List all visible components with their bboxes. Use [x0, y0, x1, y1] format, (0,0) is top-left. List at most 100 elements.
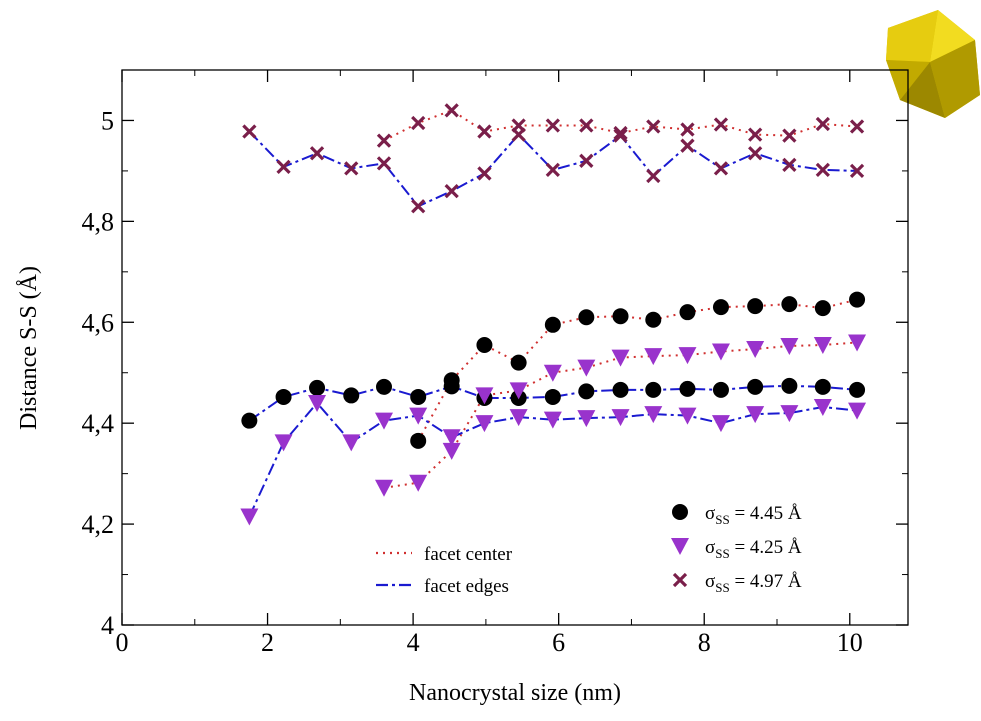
y-tick-label: 4 [101, 611, 114, 640]
marker [410, 388, 427, 405]
marker [309, 146, 325, 161]
marker [671, 538, 689, 555]
marker [848, 334, 867, 352]
marker [711, 415, 730, 433]
marker [849, 119, 865, 134]
marker [375, 479, 393, 497]
marker [678, 347, 697, 365]
marker [579, 153, 594, 168]
marker [611, 409, 630, 427]
marker [782, 157, 797, 172]
marker [579, 118, 594, 133]
x-tick-label: 2 [261, 628, 274, 657]
legend-symbol: σ [705, 503, 715, 524]
marker [680, 122, 695, 137]
marker [543, 364, 562, 382]
marker [679, 380, 696, 397]
marker [712, 381, 729, 398]
marker [443, 378, 460, 395]
x-tick-label: 10 [837, 628, 863, 657]
marker [613, 128, 628, 143]
marker [611, 349, 630, 367]
marker [240, 508, 259, 526]
icosahedron [886, 10, 980, 118]
marker [672, 572, 688, 588]
marker [375, 412, 393, 430]
marker [411, 115, 426, 131]
marker [342, 434, 361, 452]
marker [815, 116, 830, 132]
marker [577, 410, 596, 428]
marker [545, 118, 560, 133]
marker [308, 395, 327, 412]
marker [276, 159, 291, 175]
marker [613, 125, 628, 141]
marker [680, 138, 695, 153]
marker [645, 381, 662, 398]
marker [242, 124, 257, 139]
marker [746, 406, 765, 424]
legend-subscript: SS [715, 512, 729, 527]
marker [343, 387, 360, 404]
marker [275, 388, 292, 405]
marker [646, 119, 661, 134]
marker [780, 405, 799, 423]
plot-frame [121, 69, 909, 626]
marker [509, 409, 528, 427]
y-tick-label: 4,2 [82, 510, 115, 539]
legend-label: facet edges [424, 576, 509, 597]
marker [475, 415, 494, 433]
x-tick-label: 0 [116, 628, 129, 657]
marker [711, 343, 730, 361]
marker [543, 411, 562, 429]
marker [444, 183, 459, 199]
marker [748, 146, 763, 161]
y-tick-label: 5 [101, 106, 114, 135]
marker [577, 359, 596, 377]
marker [475, 387, 494, 405]
marker [747, 378, 764, 395]
marker [376, 378, 392, 395]
marker [646, 168, 661, 184]
marker [748, 127, 763, 142]
legend-text: = 4.25 Å [730, 537, 802, 558]
marker [409, 474, 428, 492]
y-tick-label: 4,4 [82, 409, 115, 438]
marker [477, 166, 492, 181]
legend-symbol: σ [705, 571, 715, 592]
marker [409, 407, 428, 425]
marker [713, 117, 729, 132]
marker [678, 407, 697, 425]
marker [510, 354, 527, 371]
legend-label: facet center [424, 544, 513, 565]
marker [612, 308, 629, 325]
x-axis-label: Nanocrystal size (nm) [409, 680, 621, 706]
marker [644, 406, 663, 424]
marker [781, 377, 798, 394]
y-tick-label: 4,6 [82, 308, 115, 337]
marker [644, 348, 663, 366]
marker [274, 434, 293, 452]
marker [713, 161, 729, 176]
legend-text: = 4.97 Å [730, 571, 802, 592]
marker [679, 304, 696, 321]
marker [813, 399, 832, 417]
legend-label: σSS = 4.45 Å [705, 503, 802, 527]
y-axis-label: Distance S-S (Å) [16, 266, 42, 430]
marker [747, 298, 764, 315]
marker [442, 429, 461, 447]
marker [780, 337, 799, 355]
marker [509, 382, 528, 400]
marker [544, 316, 561, 333]
marker [344, 161, 359, 176]
x-tick-label: 8 [698, 628, 711, 657]
marker [241, 412, 258, 429]
marker [411, 199, 426, 214]
marker [410, 432, 427, 449]
marker [476, 336, 493, 353]
marker [813, 336, 832, 354]
marker [578, 383, 595, 400]
marker [544, 388, 561, 405]
x-tick-label: 4 [407, 628, 420, 657]
